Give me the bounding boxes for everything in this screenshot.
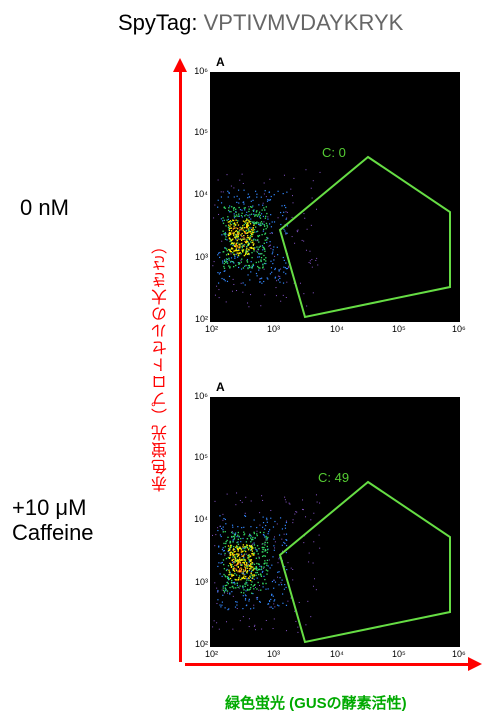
x-axis-label-text: 緑色蛍光 (GUSの酵素活性): [225, 695, 407, 712]
plot2-xtick-0: 10²: [205, 649, 218, 659]
y-axis-label-text: 赤色蛍光（プロトセルの大きさ）: [153, 238, 170, 493]
plot1-xtick-1: 10³: [267, 324, 280, 334]
plot1-ytick-4: 10⁶: [190, 66, 208, 76]
plot2-ytick-1: 10³: [190, 577, 208, 587]
condition-0nm: 0 nM: [20, 195, 69, 221]
plot2-ytick-2: 10⁴: [190, 514, 208, 524]
y-axis-label: 赤色蛍光（プロトセルの大きさ）: [150, 225, 174, 505]
plot1-xtick-3: 10⁵: [392, 324, 406, 334]
plot1-xtick-0: 10²: [205, 324, 218, 334]
plot1-xtick-2: 10⁴: [330, 324, 344, 334]
x-axis-arrow-line: [185, 663, 470, 666]
condition-caffeine-line1: +10 μM: [12, 495, 86, 520]
plot1-ytick-2: 10⁴: [190, 189, 208, 199]
plot1-letter: A: [216, 55, 225, 69]
plot2-letter: A: [216, 380, 225, 394]
plot2-gate-label: C: 49: [318, 470, 349, 485]
plot2-xtick-1: 10³: [267, 649, 280, 659]
x-axis-label: 緑色蛍光 (GUSの酵素活性): [225, 692, 407, 713]
plot2-xtick-4: 10⁶: [452, 649, 466, 659]
plot1-gate: [210, 72, 460, 322]
title-prefix: SpyTag:: [118, 10, 204, 35]
y-axis-arrow-line: [179, 68, 182, 662]
plot2-ytick-0: 10²: [190, 639, 208, 649]
plot1-xtick-4: 10⁶: [452, 324, 466, 334]
page-title: SpyTag: VPTIVMVDAYKRYK: [118, 10, 403, 36]
plot2-bg: [210, 397, 460, 647]
plot2-ytick-4: 10⁶: [190, 391, 208, 401]
plot1-ytick-3: 10⁵: [190, 127, 208, 137]
condition-caffeine: +10 μM Caffeine: [12, 495, 94, 546]
condition-0nm-text: 0 nM: [20, 195, 69, 220]
condition-caffeine-line2: Caffeine: [12, 520, 94, 545]
plot2-xtick-3: 10⁵: [392, 649, 406, 659]
plot1-ytick-0: 10²: [190, 314, 208, 324]
title-sequence: VPTIVMVDAYKRYK: [204, 10, 404, 35]
plot2-gate: [210, 397, 460, 647]
plot2-ytick-3: 10⁵: [190, 452, 208, 462]
plot1-bg: [210, 72, 460, 322]
plot2-xtick-2: 10⁴: [330, 649, 344, 659]
plot1-ytick-1: 10³: [190, 252, 208, 262]
x-axis-arrow-head: [468, 657, 482, 671]
y-axis-arrow-head: [173, 58, 187, 72]
plot1-gate-label: C: 0: [322, 145, 346, 160]
